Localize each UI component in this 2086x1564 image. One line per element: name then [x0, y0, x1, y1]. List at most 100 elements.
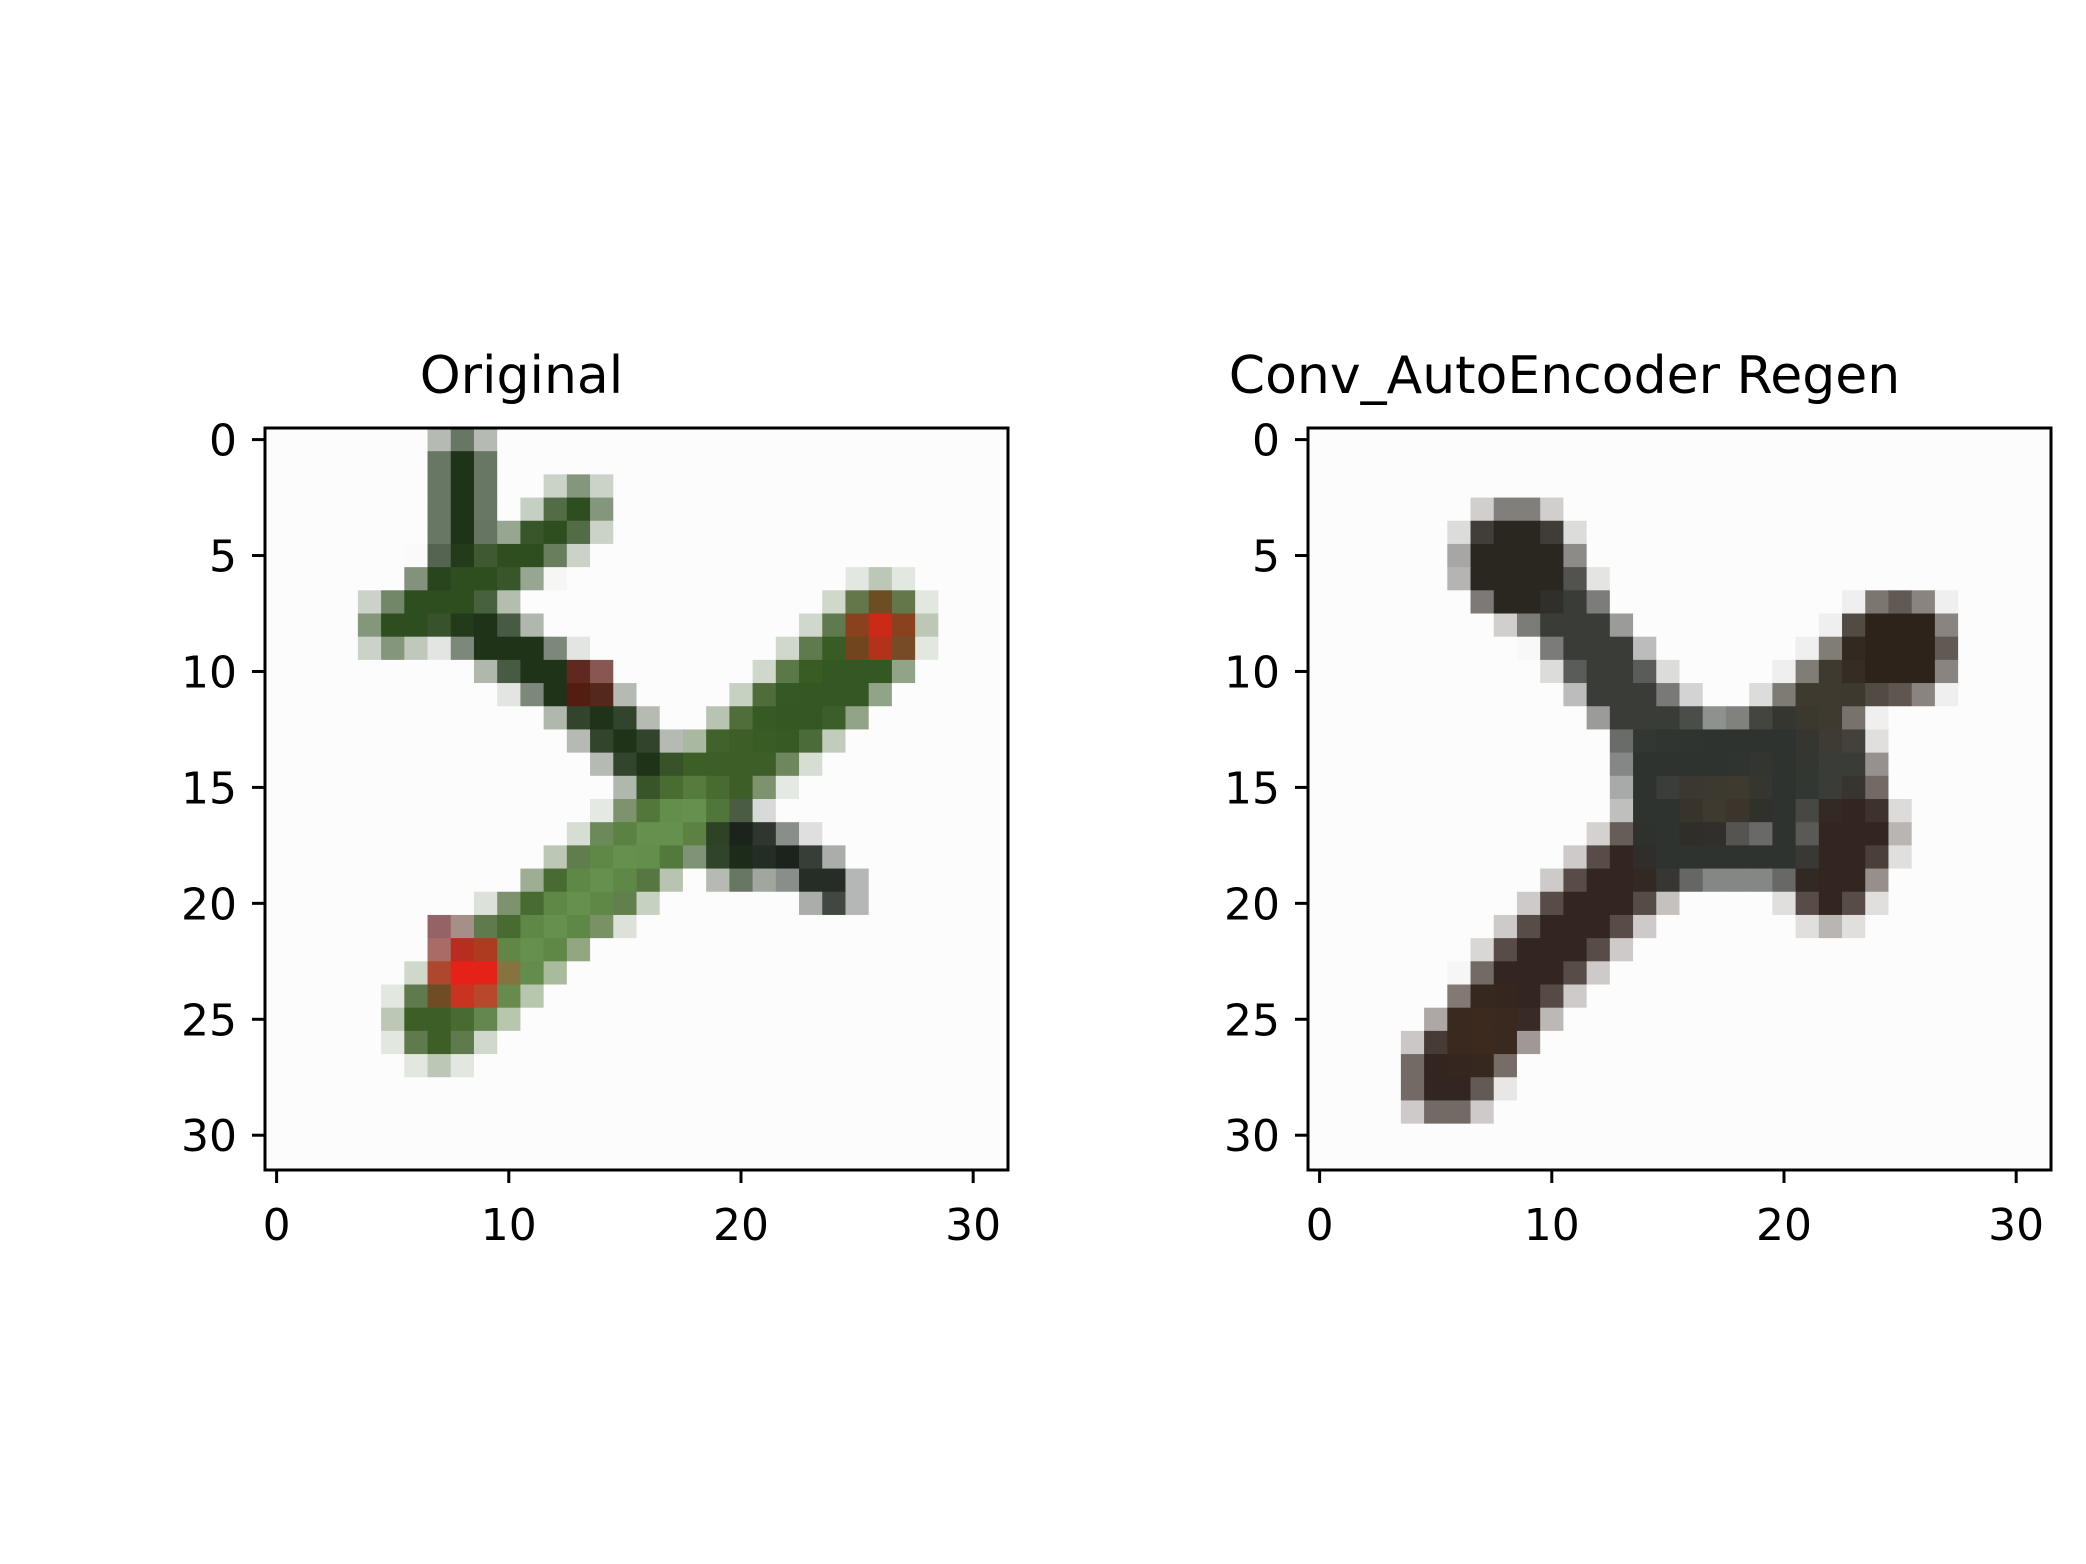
- image-cell: [311, 683, 336, 707]
- image-cell: [915, 961, 939, 986]
- image-cell: [1308, 520, 1332, 545]
- image-cell: [450, 1030, 475, 1055]
- image-cell: [381, 1100, 405, 1125]
- y-tick-label: 25: [1224, 995, 1280, 1046]
- image-cell: [984, 520, 1009, 545]
- image-cell: [265, 451, 289, 475]
- image-cell: [2004, 845, 2029, 870]
- image-cell: [682, 590, 707, 615]
- image-cell: [311, 775, 336, 800]
- image-cell: [1702, 590, 1727, 615]
- image-cell: [566, 567, 591, 591]
- image-cell: [1470, 984, 1495, 1009]
- image-cell: [1424, 1077, 1448, 1102]
- image-cell: [915, 822, 939, 846]
- image-cell: [2004, 1077, 2029, 1102]
- image-cell: [1958, 497, 1982, 522]
- image-cell: [729, 984, 754, 1009]
- image-cell: [891, 775, 916, 800]
- image-cell: [1656, 451, 1681, 475]
- image-cell: [845, 474, 870, 499]
- image-cell: [1563, 683, 1588, 707]
- image-cell: [1493, 752, 1518, 777]
- image-cell: [1818, 891, 1843, 916]
- image-cell: [1702, 1007, 1727, 1032]
- image-cell: [1958, 683, 1982, 707]
- image-cell: [520, 683, 545, 707]
- image-cell: [961, 543, 986, 568]
- image-cell: [1934, 497, 1959, 522]
- image-cell: [1795, 613, 1820, 638]
- image-cell: [822, 520, 847, 545]
- image-cell: [845, 497, 870, 522]
- image-cell: [845, 1054, 870, 1078]
- image-cell: [915, 1146, 939, 1171]
- image-cell: [1842, 868, 1866, 893]
- image-cell: [357, 984, 382, 1009]
- image-cell: [1749, 1077, 1773, 1102]
- image-cell: [752, 868, 777, 893]
- image-cell: [1679, 683, 1704, 707]
- image-cell: [566, 891, 591, 916]
- image-cell: [682, 775, 707, 800]
- image-cell: [334, 428, 359, 452]
- image-cell: [1795, 1054, 1820, 1078]
- image-cell: [1888, 914, 1913, 939]
- image-cell: [381, 1030, 405, 1055]
- image-cell: [1331, 938, 1356, 962]
- image-cell: [868, 729, 893, 754]
- image-cell: [961, 590, 986, 615]
- image-cell: [1400, 938, 1425, 962]
- image-cell: [334, 497, 359, 522]
- image-cell: [636, 799, 661, 823]
- image-cell: [1725, 428, 1750, 452]
- image-cell: [822, 474, 847, 499]
- image-cell: [1354, 914, 1379, 939]
- image-cell: [659, 729, 684, 754]
- image-cell: [729, 613, 754, 638]
- image-cell: [938, 799, 963, 823]
- image-cell: [1888, 590, 1913, 615]
- image-cell: [334, 683, 359, 707]
- image-cell: [1609, 659, 1634, 684]
- image-cell: [427, 1100, 452, 1125]
- image-cell: [1934, 543, 1959, 568]
- image-cell: [961, 613, 986, 638]
- image-cell: [891, 1077, 916, 1102]
- image-cell: [1470, 1077, 1495, 1102]
- image-cell: [1377, 1007, 1402, 1032]
- image-cell: [311, 729, 336, 754]
- image-cell: [265, 543, 289, 568]
- image-cell: [520, 822, 545, 846]
- image-cell: [497, 613, 522, 638]
- image-cell: [1888, 567, 1913, 591]
- image-cell: [636, 613, 661, 638]
- image-cell: [961, 775, 986, 800]
- image-cell: [729, 497, 754, 522]
- image-cell: [706, 1077, 730, 1102]
- image-cell: [1702, 1100, 1727, 1125]
- image-cell: [1818, 1077, 1843, 1102]
- image-cell: [1725, 799, 1750, 823]
- image-cell: [868, 1030, 893, 1055]
- image-cell: [915, 1100, 939, 1125]
- image-cell: [1842, 1007, 1866, 1032]
- image-cell: [1981, 659, 2006, 684]
- image-cell: [1516, 1100, 1541, 1125]
- image-cell: [799, 775, 823, 800]
- image-cell: [775, 474, 800, 499]
- image-cell: [497, 590, 522, 615]
- image-cell: [729, 1100, 754, 1125]
- image-cell: [311, 799, 336, 823]
- image-cell: [1308, 822, 1332, 846]
- image-cell: [868, 567, 893, 591]
- image-cell: [520, 1146, 545, 1171]
- image-cell: [497, 729, 522, 754]
- image-cell: [311, 706, 336, 731]
- image-cell: [1424, 799, 1448, 823]
- image-cell: [590, 520, 614, 545]
- image-cell: [566, 775, 591, 800]
- image-cell: [1377, 636, 1402, 661]
- image-cell: [868, 845, 893, 870]
- image-cell: [265, 961, 289, 986]
